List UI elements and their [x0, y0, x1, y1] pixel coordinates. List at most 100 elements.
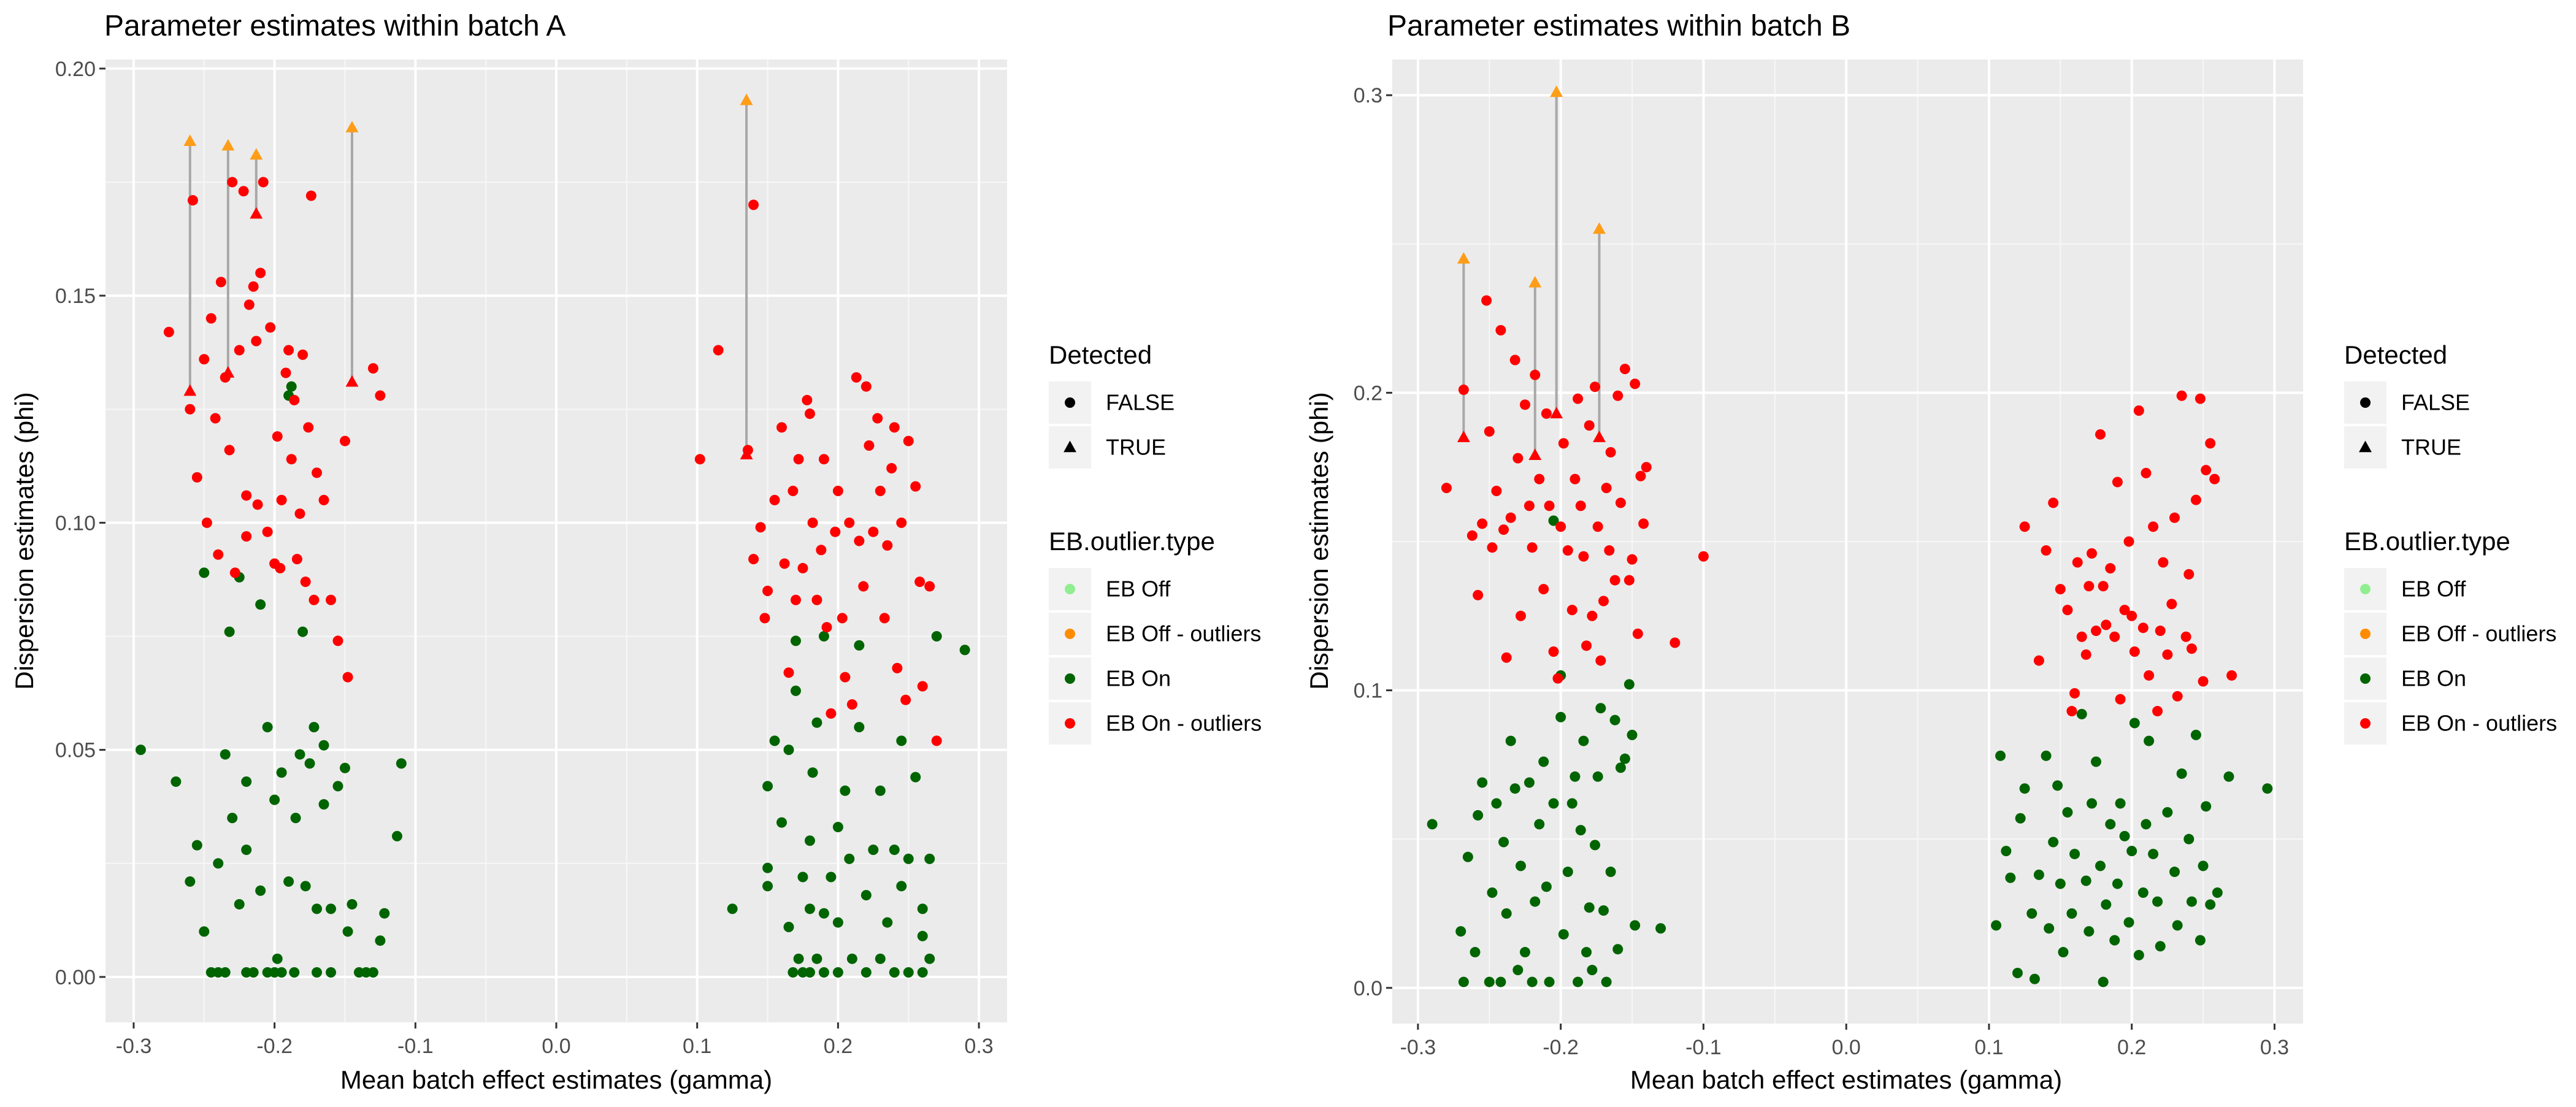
chart-b-point-eb-on-outliers [1609, 575, 1620, 586]
chart-b-point-eb-on-outliers [2201, 465, 2212, 476]
chart-b-point-eb-on-outliers [1698, 551, 1709, 562]
chart-b-point-eb-on-outliers [2087, 548, 2098, 559]
chart-a-point-eb-on [896, 735, 907, 746]
chart-a-point-eb-on [342, 926, 353, 937]
chart-b-point-eb-on [2026, 908, 2037, 919]
chart-b-point-eb-on [2069, 848, 2080, 859]
chart-b-point-eb-on-outliers [1466, 530, 1478, 541]
chart-b-point-eb-on-outliers [2137, 622, 2149, 634]
chart-b-point-eb-on [1566, 798, 1577, 809]
chart-a-point-eb-on [826, 871, 837, 883]
chart-a-point-eb-on [797, 871, 808, 883]
chart-b-point-eb-on-outliers [2144, 670, 2155, 681]
chart-a-point-eb-on [255, 599, 266, 610]
chart-a-point-eb-on [924, 853, 935, 864]
chart-b-point-eb-on [1605, 867, 1616, 878]
chart-b-point-eb-on [1462, 851, 1473, 862]
chart-b-marks [1427, 85, 2273, 987]
chart-b-point-eb-on [1509, 783, 1520, 794]
chart-b-point-eb-on-outliers [2148, 521, 2159, 532]
chart-b-point-eb-on-outliers [1570, 473, 1581, 485]
chart-a-point-eb-on-outliers [318, 494, 329, 505]
chart-b-point-eb-on-outliers [1630, 378, 1641, 389]
chart-a-point-eb-on-outliers [797, 562, 808, 573]
chart-a-point-eb-on-outliers [807, 517, 818, 528]
chart-b-point-eb-on-outliers [2186, 643, 2197, 654]
legend-type-label: EB On [2401, 666, 2466, 691]
chart-b-point-eb-on [2109, 935, 2120, 946]
legend-b-type-title: EB.outlier.type [2344, 527, 2510, 556]
chart-a-point-eb-on-outliers [846, 699, 857, 710]
chart-a-legend: Detected FALSE TRUE EB.outlier.type EB Of… [1049, 340, 1262, 745]
legend-color-key [2360, 629, 2371, 639]
legend-color-key [2360, 584, 2371, 594]
chart-a-point-eb-on-outliers [804, 408, 815, 419]
chart-a-point-eb-on-outliers [234, 345, 245, 356]
chart-b-y-axis-label: Dispersion estimates (phi) [1305, 392, 1333, 690]
chart-b-point-eb-on-outliers [1498, 524, 1509, 535]
chart-b-point-eb-on-outliers [2158, 557, 2169, 568]
chart-b-x-ticks: -0.3 -0.2 -0.1 0.0 0.1 0.2 0.3 [1400, 1024, 2289, 1059]
chart-a-point-eb-on-outliers [910, 481, 921, 492]
chart-b-point-eb-on [1623, 679, 1635, 690]
chart-a-point-eb-on [903, 853, 914, 864]
chart-b-point-eb-on-outliers [1590, 381, 1601, 393]
chart-a-title: Parameter estimates within batch A [104, 10, 565, 42]
chart-a-point-eb-on [199, 567, 210, 578]
chart-b-point-eb-on [1655, 923, 1666, 934]
chart-a-point-eb-on [318, 799, 329, 810]
chart-a-point-eb-on [185, 876, 196, 887]
chart-b-point-eb-on-outliers [1555, 521, 1566, 532]
chart-a-point-eb-on [776, 817, 787, 828]
chart-b-point-eb-on-outliers [2162, 649, 2173, 660]
chart-b-point-eb-on-outliers-detected [1550, 407, 1563, 419]
chart-a-point-eb-on [289, 967, 300, 978]
chart-a-point-eb-on [347, 898, 358, 910]
chart-b-point-eb-on [2129, 718, 2140, 729]
chart-b-point-eb-on-outliers [1641, 462, 1652, 473]
chart-b-point-eb-on-outliers [2115, 694, 2126, 705]
chart-b-x-tick-label: 0.0 [1832, 1036, 1861, 1059]
chart-a-point-eb-on [367, 967, 378, 978]
chart-a-point-eb-on [875, 953, 886, 964]
chart-a-point-eb-on-outliers [229, 567, 240, 578]
chart-a-point-eb-on-outliers [283, 345, 294, 356]
chart-b-point-eb-on [2212, 887, 2223, 898]
chart-a-point-eb-on-outliers [788, 486, 799, 497]
chart-a-point-eb-on-outliers [309, 594, 320, 605]
chart-a-point-eb-on-outliers [297, 349, 309, 360]
chart-a-point-eb-on-outliers [255, 267, 266, 278]
chart-a-point-eb-on [276, 767, 287, 778]
chart-b-point-eb-on-outliers [1515, 610, 1526, 621]
chart-a-point-eb-on [294, 749, 305, 760]
chart-a-point-eb-on [882, 917, 893, 928]
chart-a-point-eb-on [959, 645, 970, 656]
chart-b-point-eb-on-outliers [1635, 470, 1646, 481]
chart-b-point-eb-on [1601, 976, 1612, 987]
legend-a-type-title: EB.outlier.type [1049, 527, 1215, 556]
chart-b-point-eb-on-outliers [2105, 563, 2116, 574]
chart-b-point-eb-on-outliers [1598, 596, 1609, 607]
legend-a-type-items: EB Off EB Off - outliers EB On EB On - outl… [1049, 568, 1262, 745]
chart-b-point-eb-on [1548, 515, 1559, 526]
legend-detected-label: TRUE [2401, 435, 2461, 460]
chart-b-point-eb-on-outliers [1519, 399, 1530, 410]
chart-a-point-eb-on [339, 762, 350, 773]
chart-a-point-eb-on [375, 935, 386, 946]
chart-a-point-eb-on-outliers [185, 404, 196, 415]
chart-a-x-tick-label: 0.3 [964, 1035, 993, 1058]
chart-b-point-eb-on-outliers [1495, 325, 1506, 336]
chart-b-point-eb-on-outliers [2169, 512, 2180, 523]
chart-b-point-eb-off-outliers-detected [1457, 252, 1470, 264]
chart-b-point-eb-on [2123, 917, 2134, 928]
chart-a-point-eb-on-outliers [243, 299, 255, 310]
chart-a-point-eb-on [790, 685, 801, 696]
chart-a-point-eb-on [283, 876, 294, 887]
chart-b-point-eb-on [2141, 819, 2152, 830]
chart-b-point-eb-on-outliers [2066, 706, 2077, 717]
chart-a-point-eb-on-outliers [224, 445, 235, 456]
chart-a-point-eb-on [297, 626, 309, 637]
chart-b-point-eb-on [2080, 875, 2091, 886]
chart-a-point-eb-on [924, 953, 935, 964]
chart-a-point-eb-on [793, 953, 804, 964]
